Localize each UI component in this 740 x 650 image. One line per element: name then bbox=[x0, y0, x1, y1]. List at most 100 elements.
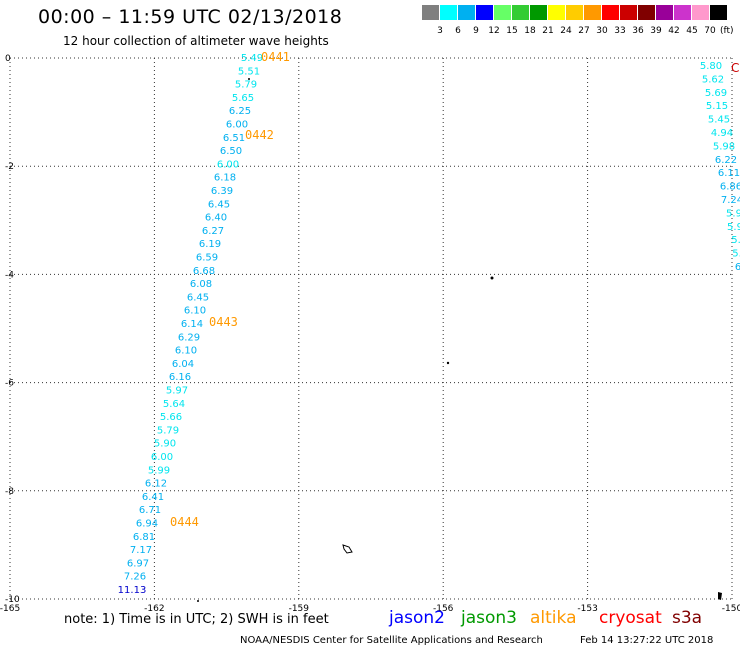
legend-label: 27 bbox=[578, 26, 590, 36]
legend-swatch bbox=[584, 5, 601, 20]
swh-value-label: 6.27 bbox=[202, 226, 224, 237]
swh-value-label: 5.99 bbox=[148, 465, 170, 476]
swh-value-label: 6.86 bbox=[720, 182, 740, 193]
swh-value-label: 6.50 bbox=[220, 146, 242, 157]
legend-label: 42 bbox=[668, 26, 680, 36]
legend-label: 36 bbox=[632, 26, 644, 36]
legend-swatch bbox=[674, 5, 691, 20]
swh-value-label: 6.22 bbox=[715, 155, 737, 166]
swh-value-label: 6.39 bbox=[211, 186, 233, 197]
legend-swatch bbox=[548, 5, 565, 20]
swh-value-label: 6.97 bbox=[127, 558, 149, 569]
swh-value-label: 5.90 bbox=[154, 439, 176, 450]
swh-value-label: 6.04 bbox=[172, 359, 194, 370]
swh-value-label: 7.17 bbox=[130, 545, 152, 556]
swh-value-label: 6.25 bbox=[229, 106, 251, 117]
satellite-label: altika bbox=[530, 608, 577, 628]
swh-value-label: 5.62 bbox=[702, 74, 724, 85]
y-tick-label: -2 bbox=[5, 162, 14, 172]
swh-value-label: 5.65 bbox=[232, 93, 254, 104]
legend-swatch bbox=[620, 5, 637, 20]
satellite-label: jason3 bbox=[461, 608, 517, 628]
swh-value-label: 5.49 bbox=[241, 53, 263, 64]
swh-value-label: 6.08 bbox=[190, 279, 212, 290]
pass-time-label: 0443 bbox=[209, 315, 238, 329]
swh-value-label: 6.59 bbox=[196, 253, 218, 264]
legend-swatch bbox=[476, 5, 493, 20]
swh-value-label: 6.71 bbox=[139, 505, 161, 516]
island-dot bbox=[197, 600, 199, 602]
legend-swatch bbox=[530, 5, 547, 20]
swh-value-label: 6.40 bbox=[205, 213, 227, 224]
island-dot bbox=[490, 276, 494, 280]
generation-timestamp: Feb 14 13:27:22 UTC 2018 bbox=[580, 635, 714, 646]
swh-value-label: 5.80 bbox=[700, 61, 722, 72]
legend-units: (ft) bbox=[720, 26, 734, 36]
legend-label: 70 bbox=[704, 26, 716, 36]
x-tick-label: -159 bbox=[289, 604, 310, 614]
swh-value-label: 7.24 bbox=[721, 195, 740, 206]
y-tick-label: -6 bbox=[5, 379, 14, 389]
swh-value-label: 5.51 bbox=[238, 66, 260, 77]
legend-swatch bbox=[512, 5, 529, 20]
legend-label: 12 bbox=[488, 26, 500, 36]
swh-value-label: 5.64 bbox=[163, 399, 185, 410]
satellite-label: cryosat bbox=[599, 608, 662, 628]
credit-line: NOAA/NESDIS Center for Satellite Applica… bbox=[240, 635, 543, 646]
legend-swatch bbox=[638, 5, 655, 20]
swh-value-label: 6.41 bbox=[142, 492, 164, 503]
swh-value-label: 6.16 bbox=[169, 372, 191, 383]
swh-value-label: 5.79 bbox=[235, 80, 257, 91]
swh-value-label: 5.98 bbox=[713, 141, 735, 152]
island-dot bbox=[248, 78, 250, 80]
legend-label: 18 bbox=[524, 26, 536, 36]
edge-track-label: C bbox=[731, 61, 739, 75]
legend-label: 45 bbox=[686, 26, 698, 36]
swh-value-label: 5.15 bbox=[706, 101, 728, 112]
swh-value-label: 7.26 bbox=[124, 572, 146, 583]
swh-value-label: 6.94 bbox=[136, 519, 158, 530]
swh-value-label: 5.9 bbox=[727, 222, 740, 233]
swh-value-label: 6.18 bbox=[214, 173, 236, 184]
footer-note: note: 1) Time is in UTC; 2) SWH is in fe… bbox=[64, 612, 329, 627]
legend-swatch bbox=[440, 5, 457, 20]
swh-value-label: 6.51 bbox=[223, 133, 245, 144]
island-outline bbox=[718, 592, 722, 600]
swh-value-label: 5. bbox=[732, 249, 740, 260]
legend-label: 30 bbox=[596, 26, 608, 36]
legend-swatch bbox=[710, 5, 727, 20]
y-tick-label: -4 bbox=[5, 270, 14, 280]
satellite-label: s3a bbox=[672, 608, 703, 628]
swh-value-label: 6 bbox=[735, 262, 740, 273]
island-dot bbox=[446, 361, 450, 365]
swh-value-label: 6.00 bbox=[226, 120, 248, 131]
swh-value-label: 6.12 bbox=[145, 479, 167, 490]
legend-swatch bbox=[602, 5, 619, 20]
swh-value-label: 5. bbox=[731, 235, 740, 246]
legend-label: 21 bbox=[542, 26, 554, 36]
y-tick-label: 0 bbox=[5, 54, 11, 64]
y-tick-label: -8 bbox=[5, 487, 14, 497]
legend-label: 39 bbox=[650, 26, 662, 36]
legend-swatch bbox=[458, 5, 475, 20]
legend-label: 9 bbox=[473, 26, 479, 36]
swh-value-label: 6.29 bbox=[178, 332, 200, 343]
page-title: 00:00 – 11:59 UTC 02/13/2018 bbox=[38, 6, 343, 28]
satellite-label: jason2 bbox=[389, 608, 445, 628]
swh-value-label: 5.9 bbox=[726, 208, 740, 219]
legend-label: 15 bbox=[506, 26, 518, 36]
swh-value-label: 6.19 bbox=[199, 239, 221, 250]
x-tick-label: -162 bbox=[144, 604, 164, 614]
legend-swatch bbox=[566, 5, 583, 20]
swh-value-label: 6.45 bbox=[208, 199, 230, 210]
legend-swatch bbox=[494, 5, 511, 20]
legend-label: 33 bbox=[614, 26, 626, 36]
swh-value-label: 6.14 bbox=[181, 319, 203, 330]
legend-label: 6 bbox=[455, 26, 461, 36]
x-tick-label: -150 bbox=[722, 604, 740, 614]
swh-value-label: 6.81 bbox=[133, 532, 155, 543]
swh-value-label: 11.13 bbox=[118, 585, 147, 596]
legend-label: 3 bbox=[437, 26, 443, 36]
swh-value-label: 6.10 bbox=[184, 306, 206, 317]
